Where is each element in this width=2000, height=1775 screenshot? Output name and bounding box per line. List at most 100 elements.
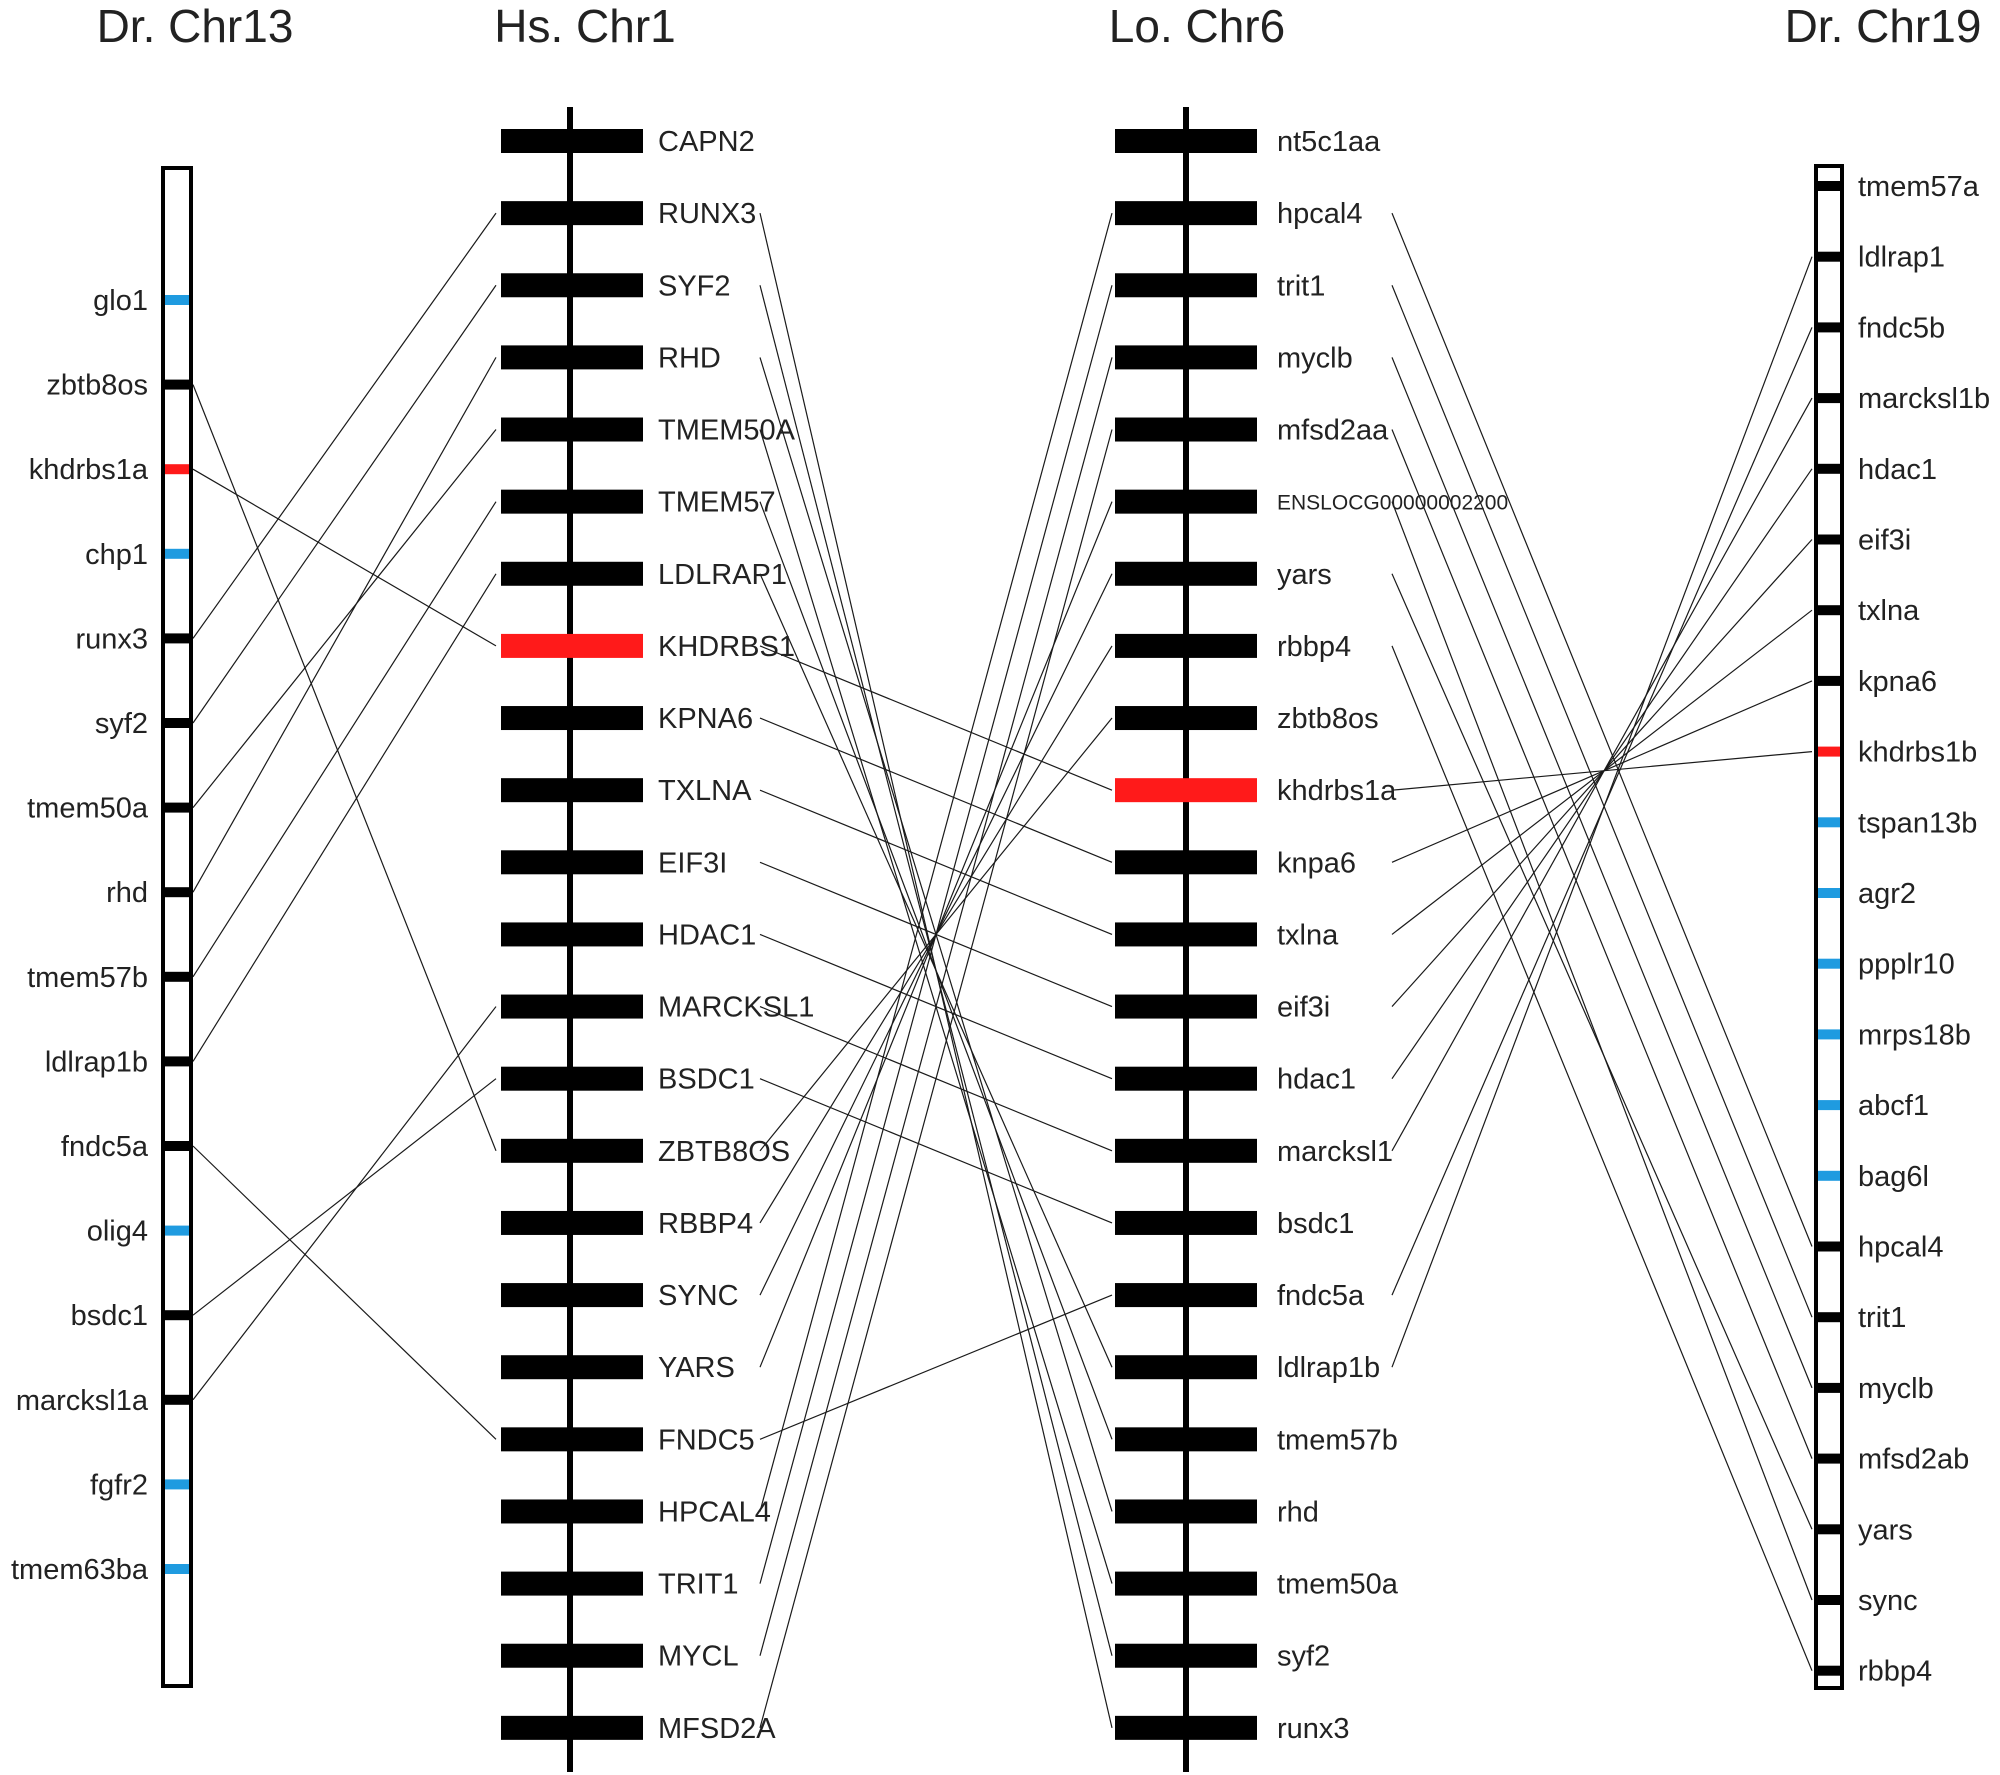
lo6-gene-label: hpcal4 — [1277, 198, 1362, 230]
hs1-gene-label: ZBTB8OS — [658, 1136, 790, 1168]
lo6-gene-label: tmem50a — [1277, 1569, 1399, 1601]
dr13-gene-mark — [165, 1056, 189, 1067]
dr13-gene-label: runx3 — [75, 623, 148, 655]
link-dr13-hs1 — [192, 501, 497, 978]
dr19-gene-label: txlna — [1858, 595, 1920, 627]
hs1-gene-mark — [501, 417, 643, 442]
dr19-gene-label: khdrbs1b — [1858, 737, 1977, 769]
lo6-gene-label: marcksl1 — [1277, 1136, 1393, 1168]
hs1-gene-label: MYCL — [658, 1641, 739, 1673]
dr19-gene-label: trit1 — [1858, 1302, 1906, 1334]
dr19-gene-mark — [1818, 605, 1840, 616]
lo6-gene-mark — [1115, 994, 1257, 1019]
lo6-gene-mark — [1115, 1066, 1257, 1091]
lo6-gene-label: syf2 — [1277, 1641, 1330, 1673]
dr13-gene-label: marcksl1a — [16, 1385, 149, 1417]
dr19-gene-mark — [1818, 393, 1840, 404]
link-lo6-dr19 — [1391, 357, 1813, 1389]
dr19-gene-mark — [1818, 1595, 1840, 1605]
dr19-gene-label: rbbp4 — [1858, 1656, 1932, 1688]
lo6-gene-label: myclb — [1277, 342, 1353, 374]
chromosome-dr13-bar — [161, 166, 193, 1688]
dr19-gene-label: eif3i — [1858, 525, 1911, 557]
dr13-gene-label: rhd — [106, 877, 148, 909]
dr19-gene-label: ppplr10 — [1858, 949, 1955, 981]
dr13-gene-mark — [165, 548, 189, 559]
lo6-gene-mark — [1115, 1427, 1257, 1452]
hs1-gene-mark — [501, 1427, 643, 1452]
dr19-gene-label: bag6l — [1858, 1161, 1929, 1193]
lo6-gene-mark — [1115, 1715, 1257, 1740]
dr19-gene-label: hpcal4 — [1858, 1232, 1943, 1264]
hs1-gene-label: RUNX3 — [658, 198, 756, 230]
lo6-gene-label: hdac1 — [1277, 1064, 1356, 1096]
dr19-gene-label: fndc5b — [1858, 312, 1945, 344]
link-dr13-hs1 — [192, 573, 497, 1062]
lo6-gene-mark — [1115, 1138, 1257, 1163]
dr13-gene-mark — [165, 379, 189, 390]
dr19-gene-label: marcksl1b — [1858, 383, 1990, 415]
link-hs1-lo6 — [759, 212, 1113, 1512]
hs1-gene-mark — [501, 561, 643, 586]
hs1-gene-label: CAPN2 — [658, 126, 755, 158]
link-dr13-hs1 — [192, 284, 497, 724]
dr19-gene-label: mfsd2ab — [1858, 1444, 1969, 1476]
hs1-gene-label: MARCKSL1 — [658, 992, 814, 1024]
hs1-gene-label: BSDC1 — [658, 1064, 755, 1096]
hs1-gene-mark — [501, 994, 643, 1019]
hs1-gene-mark — [501, 345, 643, 370]
hs1-gene-label: MFSD2A — [658, 1713, 776, 1745]
link-hs1-lo6 — [759, 357, 1113, 1656]
title-lo-chr6: Lo. Chr6 — [1109, 0, 1285, 52]
dr19-gene-mark — [1818, 1382, 1840, 1393]
title-dr-chr13: Dr. Chr13 — [97, 0, 294, 52]
link-dr13-hs1 — [192, 1145, 497, 1440]
lo6-gene-mark — [1115, 417, 1257, 442]
lo6-gene-mark — [1115, 633, 1257, 658]
link-lo6-dr19 — [1391, 285, 1813, 1318]
link-lo6-dr19 — [1391, 645, 1813, 1671]
link-hs1-lo6 — [759, 429, 1113, 1729]
hs1-gene-label: RBBP4 — [658, 1208, 753, 1240]
dr19-gene-mark — [1818, 1524, 1840, 1535]
lo6-gene-mark — [1115, 778, 1257, 803]
hs1-gene-mark — [501, 129, 643, 153]
dr13-gene-mark — [165, 633, 189, 644]
dr13-gene-label: zbtb8os — [46, 370, 148, 402]
link-lo6-dr19 — [1391, 429, 1813, 1459]
dr13-gene-mark — [165, 1394, 189, 1405]
hs1-gene-label: TMEM50A — [658, 415, 796, 447]
link-hs1-lo6 — [759, 645, 1113, 791]
lo6-gene-mark — [1115, 1643, 1257, 1668]
hs1-gene-mark — [501, 633, 643, 658]
dr19-gene-mark — [1818, 888, 1840, 898]
link-hs1-lo6 — [759, 573, 1113, 1368]
link-dr13-hs1 — [192, 212, 497, 639]
hs1-gene-label: SYNC — [658, 1280, 739, 1312]
hs1-gene-mark — [501, 489, 643, 514]
lo6-gene-mark — [1115, 1283, 1257, 1308]
hs1-gene-mark — [501, 778, 643, 803]
hs1-gene-mark — [501, 201, 643, 226]
dr19-gene-label: hdac1 — [1858, 454, 1937, 486]
lo6-gene-label: tmem57b — [1277, 1424, 1398, 1456]
dr19-gene-mark — [1818, 1241, 1840, 1252]
title-hs-chr1: Hs. Chr1 — [494, 0, 675, 52]
hs1-gene-label: RHD — [658, 342, 721, 374]
lo6-gene-label: txlna — [1277, 919, 1339, 951]
hs1-gene-mark — [501, 1355, 643, 1380]
hs1-gene-label: TMEM57 — [658, 487, 776, 519]
dr19-gene-label: agr2 — [1858, 878, 1916, 910]
link-dr13-hs1 — [192, 357, 497, 893]
hs1-gene-mark — [501, 1571, 643, 1596]
link-hs1-lo6 — [759, 285, 1113, 1584]
hs1-gene-label: KPNA6 — [658, 703, 753, 735]
lo6-gene-mark — [1115, 129, 1257, 153]
lo6-gene-mark — [1115, 1355, 1257, 1380]
link-lo6-dr19 — [1391, 256, 1813, 1368]
dr19-gene-label: tmem57a — [1858, 171, 1980, 203]
dr13-gene-label: fndc5a — [61, 1131, 149, 1163]
dr13-gene-mark — [165, 1310, 189, 1321]
dr19-gene-mark — [1818, 534, 1840, 545]
dr19-gene-mark — [1818, 746, 1840, 757]
